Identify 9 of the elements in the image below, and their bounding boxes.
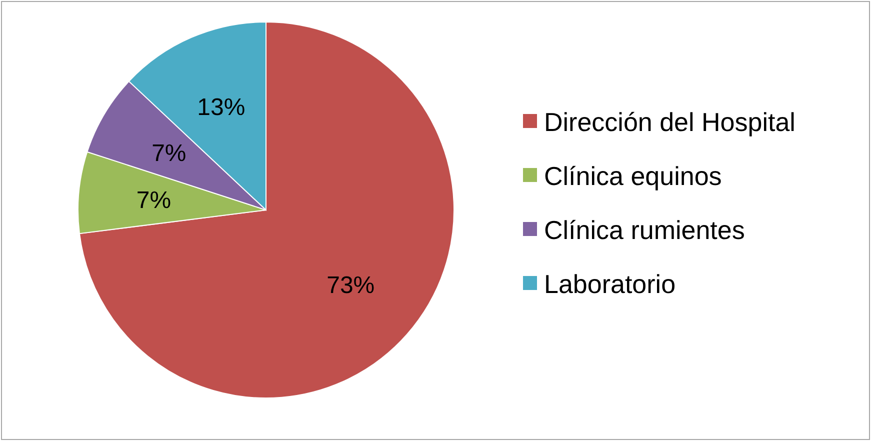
legend-label: Clínica rumientes (544, 215, 745, 246)
data-label: 7% (136, 186, 172, 214)
data-label: 7% (152, 140, 186, 167)
data-label: 73% (326, 272, 375, 299)
pie-slice (78, 22, 454, 398)
legend-label: Laboratorio (544, 269, 676, 300)
data-label: 13% (197, 94, 246, 121)
legend-label: Dirección del Hospital (544, 107, 796, 138)
legend-label: Clínica equinos (544, 161, 722, 192)
